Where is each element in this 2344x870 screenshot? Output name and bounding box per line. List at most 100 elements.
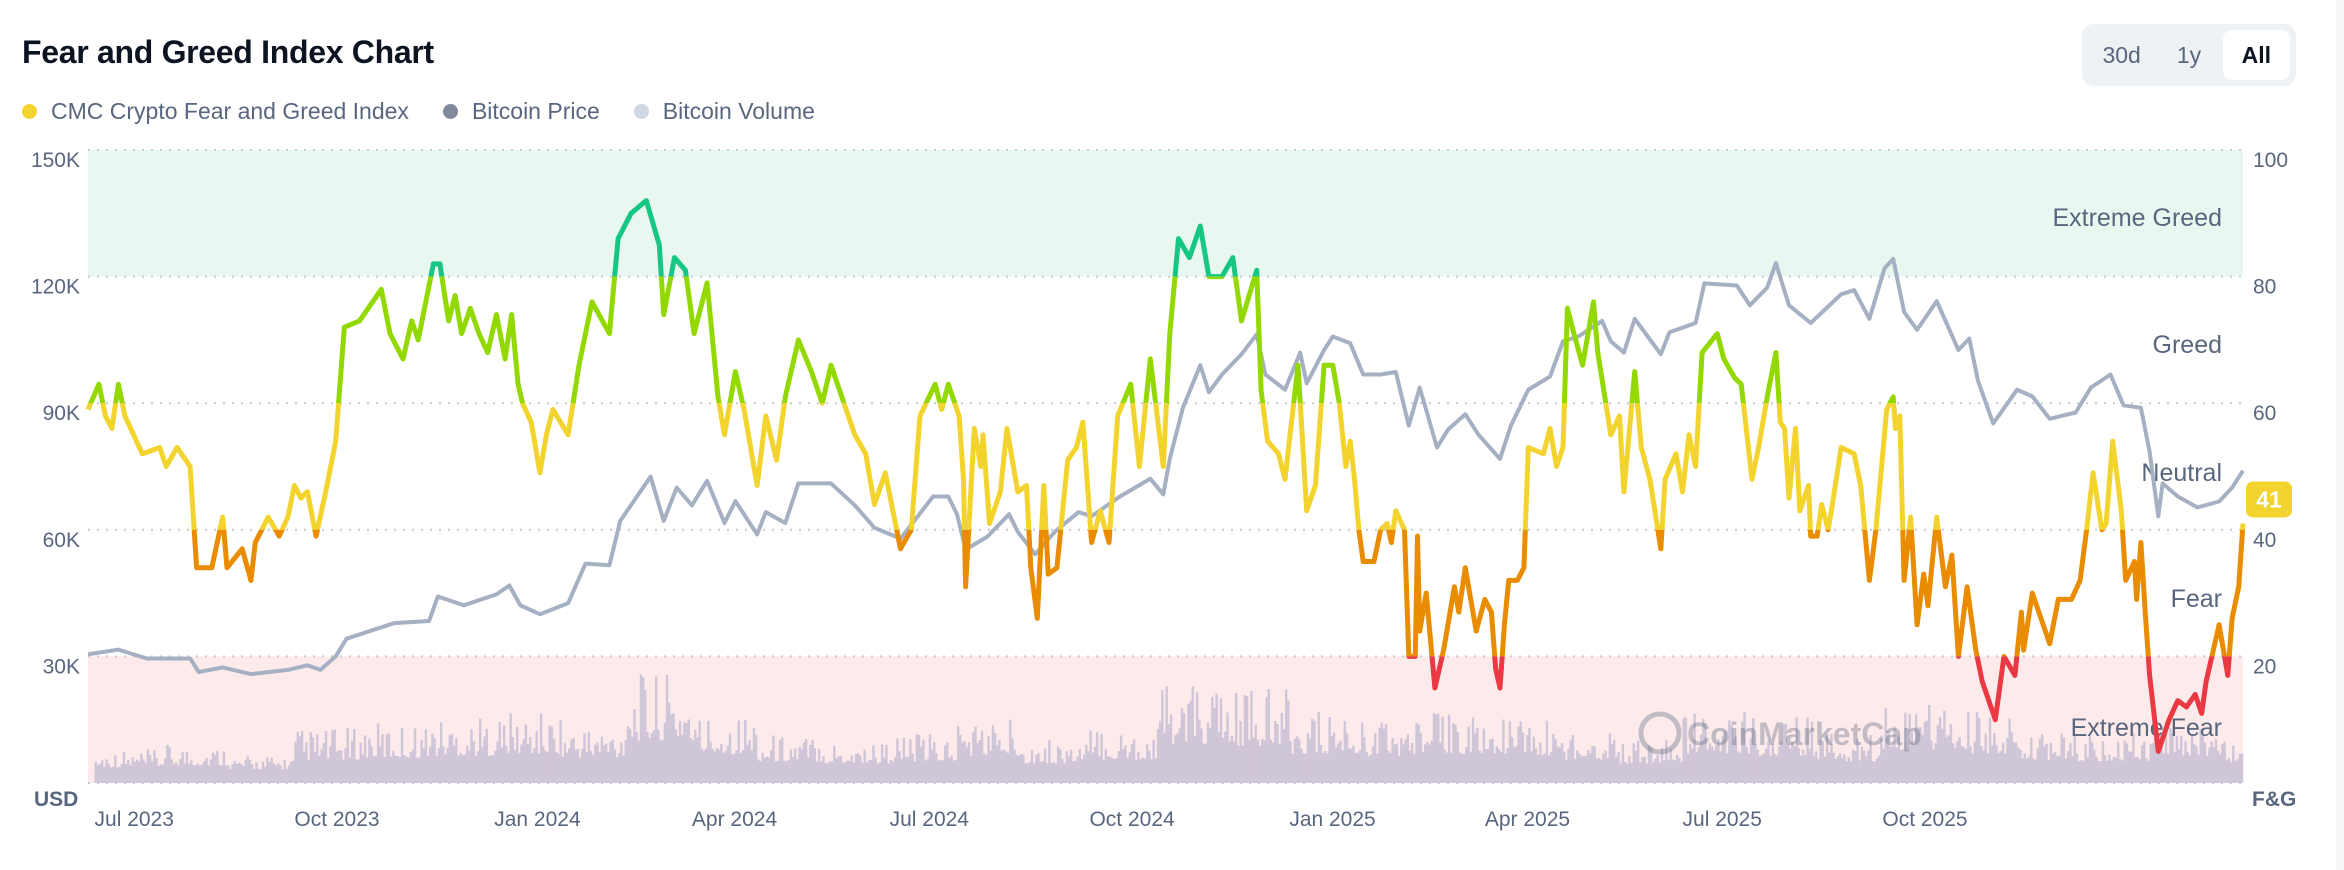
volume-bar <box>1602 753 1605 783</box>
volume-bar <box>1504 753 1507 783</box>
volume-bar <box>641 677 645 783</box>
volume-bar <box>1139 759 1142 783</box>
range-30d-button[interactable]: 30d <box>2102 41 2141 68</box>
volume-bar <box>450 733 454 783</box>
volume-bar <box>687 719 690 783</box>
volume-bar <box>752 728 756 783</box>
volume-bar <box>1652 762 1655 783</box>
volume-bar <box>1324 750 1327 783</box>
volume-bar <box>663 722 667 783</box>
volume-bar <box>772 735 775 783</box>
volume-bar <box>1141 757 1145 783</box>
volume-bar <box>880 744 884 783</box>
volume-bar <box>1343 721 1347 783</box>
left-axis-tick: 120K <box>31 276 80 299</box>
volume-bar <box>1447 714 1451 783</box>
volume-bar <box>754 735 758 783</box>
volume-bar <box>1854 750 1857 783</box>
volume-bar <box>279 764 282 783</box>
volume-bar <box>937 760 940 783</box>
volume-bar <box>1988 717 1992 783</box>
volume-bar <box>1604 750 1607 783</box>
volume-bar <box>2180 735 2183 783</box>
volume-bar <box>911 753 914 783</box>
volume-bar <box>344 748 347 783</box>
volume-bar <box>155 758 158 783</box>
volume-bar <box>1702 718 1705 783</box>
volume-bar <box>1074 760 1077 783</box>
extreme-greed-band <box>88 150 2243 277</box>
volume-bar <box>446 747 449 783</box>
volume-bar <box>2056 755 2059 783</box>
volume-bar <box>233 761 236 783</box>
volume-bar <box>1539 742 1542 783</box>
volume-bar <box>1022 754 1025 783</box>
volume-bar <box>2067 751 2070 783</box>
volume-bar <box>1847 757 1851 783</box>
volume-bar <box>826 763 830 783</box>
volume-bar <box>791 756 795 783</box>
volume-bar <box>2219 754 2222 783</box>
volume-bar <box>1552 733 1555 783</box>
volume-bar <box>183 763 186 783</box>
volume-bar <box>915 734 919 783</box>
volume-bar <box>728 733 732 783</box>
volume-bar <box>1691 748 1694 783</box>
volume-bar <box>1586 750 1590 783</box>
volume-bar <box>1245 696 1249 783</box>
volume-bar <box>1489 739 1492 783</box>
volume-bar <box>1845 761 1848 783</box>
volume-bar <box>713 751 717 783</box>
volume-bar <box>948 758 951 783</box>
volume-bar <box>626 726 630 783</box>
range-1y-button[interactable]: 1y <box>2176 41 2202 68</box>
volume-bar <box>1380 722 1383 783</box>
volume-bar <box>1080 759 1084 783</box>
volume-bar <box>2225 759 2229 783</box>
volume-bar <box>222 751 226 783</box>
volume-bar <box>426 755 430 783</box>
volume-bar <box>2134 757 2137 783</box>
volume-bar <box>1280 712 1284 783</box>
volume-bar <box>785 761 788 783</box>
volume-bar <box>1980 746 1983 783</box>
left-axis-tick: 90K <box>43 402 80 425</box>
volume-bar <box>631 736 634 783</box>
volume-bar <box>1276 724 1279 783</box>
volume-bar <box>1158 721 1162 783</box>
volume-bar <box>2077 761 2081 783</box>
volume-bars <box>94 674 2244 783</box>
volume-bar <box>661 739 664 783</box>
volume-bar <box>1104 748 1108 783</box>
volume-bar <box>1584 756 1588 783</box>
volume-bar <box>1424 744 1427 783</box>
volume-bar <box>1085 744 1088 783</box>
volume-bar <box>817 748 821 783</box>
volume-bar <box>1432 713 1436 783</box>
legend-item-bitcoin-price[interactable]: Bitcoin Price <box>442 98 600 125</box>
volume-bar <box>1406 734 1410 783</box>
legend-item-fear-greed[interactable]: CMC Crypto Fear and Greed Index <box>22 98 409 125</box>
volume-bar <box>1828 752 1831 783</box>
volume-bar <box>956 726 960 783</box>
volume-bar <box>287 765 291 783</box>
volume-bar <box>248 759 252 783</box>
volume-bar <box>2240 753 2244 783</box>
volume-bar <box>1606 757 1609 783</box>
volume-bar <box>261 761 265 783</box>
volume-bar <box>231 764 234 783</box>
volume-bar <box>1174 735 1177 783</box>
volume-bar <box>1780 741 1783 783</box>
volume-bar <box>809 744 812 783</box>
volume-bar <box>1130 744 1134 783</box>
legend-item-bitcoin-volume[interactable]: Bitcoin Volume <box>633 98 815 125</box>
x-axis-tick: Jan 2024 <box>494 808 581 831</box>
volume-bar <box>1523 752 1527 783</box>
volume-bar <box>591 755 595 783</box>
volume-bar <box>1137 751 1140 783</box>
volume-bar <box>1404 739 1407 783</box>
volume-bar <box>544 750 547 783</box>
range-all-button[interactable]: All <box>2222 30 2290 80</box>
volume-bar <box>735 750 738 783</box>
volume-bar <box>290 761 293 783</box>
